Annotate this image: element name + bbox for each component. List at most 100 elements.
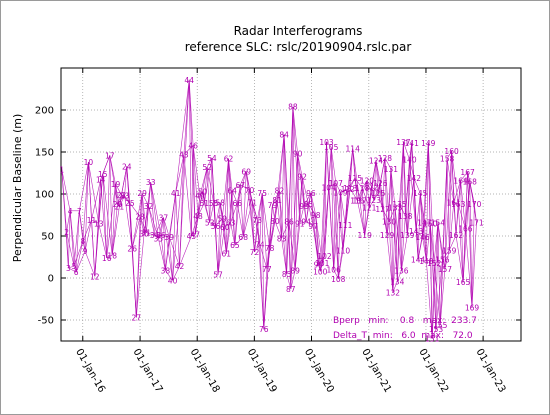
interferogram-link [451,151,459,205]
interferogram-link [306,221,314,227]
interferogram-link [409,159,417,232]
acquisition-label: 16 [102,254,112,263]
interferogram-link [259,244,265,330]
acquisition-label: 168 [463,177,478,186]
interferogram-link [215,218,223,227]
interferogram-link [431,262,435,339]
interferogram-link [457,204,466,229]
interferogram-link [457,180,461,205]
interferogram-link [237,203,244,237]
interferogram-link [324,141,327,257]
interferogram-link [426,142,429,262]
interferogram-link [148,205,155,236]
acquisition-label: 21 [115,203,125,212]
interferogram-link [75,250,86,273]
acquisition-label: 83 [277,235,287,244]
acquisition-label: 139 [400,231,415,240]
acquisition-label: 29 [137,189,147,198]
acquisition-label: 12 [90,272,100,281]
interferogram-link [415,230,419,260]
interferogram-link [403,141,410,160]
interferogram-link [442,158,448,260]
acquisition-label: 122 [364,182,379,191]
interferogram-link [269,204,273,248]
acquisition-label: 110 [336,246,351,255]
acquisition-label: 147 [417,219,432,228]
interferogram-link [141,193,145,234]
interferogram-link [407,142,412,236]
x-tick-label: 01-Jan-19 [245,347,279,395]
interferogram-link [292,106,296,271]
interferogram-link [340,188,348,193]
interferogram-link [279,190,287,274]
interferogram-link [333,183,337,270]
acquisition-label: 19 [111,180,121,189]
acquisition-label: 13 [94,219,104,228]
interferogram-link [283,134,287,274]
interferogram-link [175,79,190,194]
interferogram-link [209,203,214,223]
interferogram-link [143,182,151,234]
acquisition-label: 70 [245,186,255,195]
acquisition-label: 159 [442,246,457,255]
interferogram-link [88,162,99,224]
interferogram-link [352,148,360,201]
interferogram-link [338,192,341,279]
acquisition-label: 103 [319,138,334,147]
acquisition-label: 73 [253,216,263,225]
interferogram-link [453,202,457,236]
acquisition-label: 158 [440,155,455,164]
interferogram-link [172,266,180,281]
interferogram-link [390,168,394,293]
interferogram-link [460,172,468,181]
interferogram-link [68,267,77,273]
interferogram-link [143,232,147,234]
acquisition-label: 134 [390,277,405,286]
interferogram-link [303,205,307,222]
interferogram-link [308,204,314,226]
y-tick-label: 150 [35,148,54,159]
interferogram-link [204,167,208,204]
acquisition-label: 138 [398,212,413,221]
interferogram-link [446,151,452,159]
interferogram-link [364,180,368,236]
interferogram-link [141,193,147,233]
interferogram-link [386,235,394,293]
acquisition-label: 154 [431,219,446,228]
interferogram-link [237,171,247,204]
interferogram-link [449,235,457,251]
acquisition-label: 141 [405,139,420,148]
acquisition-label: 144 [411,256,426,265]
acquisition-label: 4 [68,207,73,216]
interferogram-link [328,146,332,188]
acquisition-label: 40 [168,277,178,286]
interferogram-link [160,217,164,236]
acquisition-label: 28 [135,213,145,222]
acquisition-label: 9 [83,247,88,256]
acquisition-label: 77 [262,265,272,274]
acquisition-label: 106 [327,266,342,275]
acquisition-label: 166 [458,224,473,233]
interferogram-link [294,153,298,271]
acquisition-label: 39 [164,233,174,242]
interferogram-link [433,222,439,263]
interferogram-link [371,186,375,200]
acquisition-label: 45 [187,232,197,241]
interferogram-link [409,142,412,160]
delta-t-stats: Delta_T min: 6.0 max: 72.0 [333,331,473,341]
interferogram-link [388,207,396,222]
x-tick-label: 01-Jan-17 [130,347,164,395]
acquisition-label: 60 [220,223,230,232]
interferogram-link [415,193,421,232]
acquisition-label: 170 [467,200,482,209]
acquisition-label: 26 [127,245,137,254]
interferogram-link [288,221,292,289]
interferogram-link [279,134,285,191]
interferogram-link [465,181,471,229]
acquisition-label: 68 [238,233,248,242]
plot-area [60,67,522,342]
interferogram-link [245,171,255,253]
interferogram-link [433,262,437,330]
interferogram-link [261,193,265,330]
acquisition-label: 117 [353,197,368,206]
